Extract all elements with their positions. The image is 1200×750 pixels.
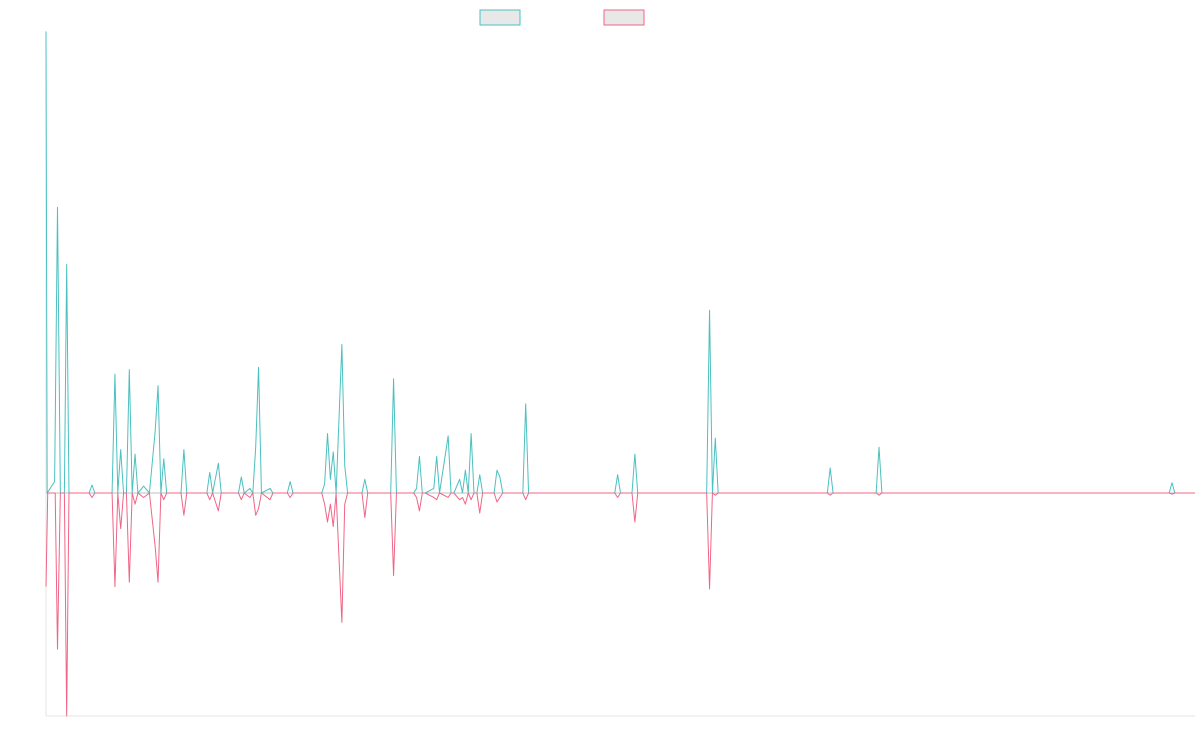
series-lines [45,31,1195,717]
legend-swatch-series-1[interactable] [479,9,521,26]
series-2-line [45,492,1195,717]
series-1-line [45,31,1195,494]
legend-swatch-series-2[interactable] [603,9,645,26]
legend [479,9,645,26]
